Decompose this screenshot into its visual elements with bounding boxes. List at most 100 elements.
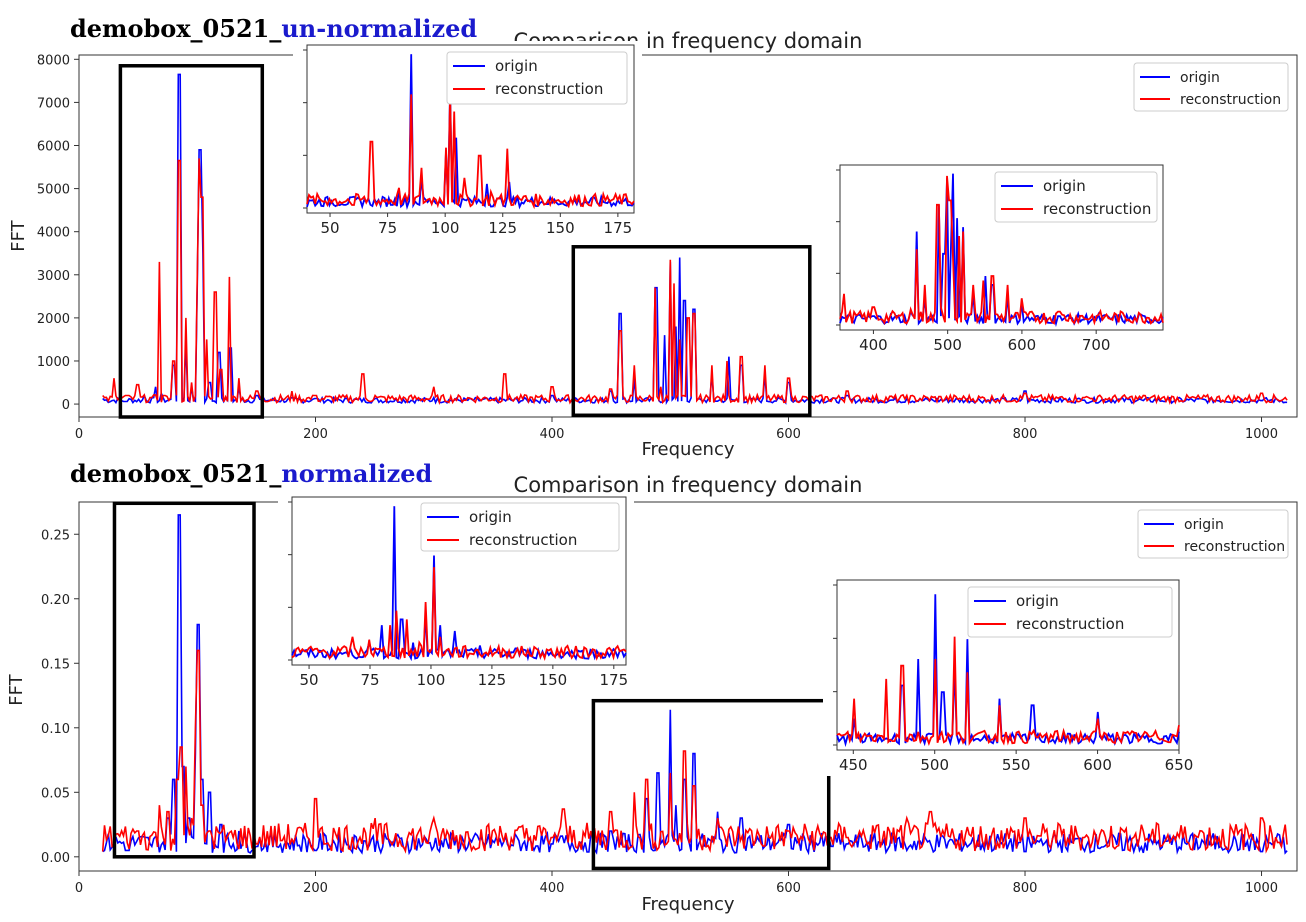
- y-tick-label: 0.10: [41, 722, 70, 737]
- inset-legend-label: reconstruction: [1043, 200, 1151, 218]
- legend-box: [1137, 509, 1289, 559]
- highlight-box: [591, 698, 831, 871]
- heading-bottom: demobox_0521_normalized: [70, 459, 432, 488]
- y-tick-label: 0.05: [41, 786, 70, 801]
- inset-series-line-reconstruction: [306, 93, 635, 210]
- inset-1: 50 75 100 125 150 175 origin reconstruction: [278, 493, 634, 691]
- x-tick-label: 200: [303, 427, 328, 442]
- x-tick-label: 600: [776, 881, 801, 896]
- x-tick-label: 400: [540, 881, 565, 896]
- inset-x-tick-label: 50: [300, 671, 319, 689]
- y-tick-label: 0: [62, 398, 70, 413]
- y-tick-label: 0.15: [41, 657, 70, 672]
- y-tick-label: 0.20: [41, 593, 70, 608]
- inset-x-tick-label: 500: [933, 336, 962, 354]
- x-tick-label: 200: [303, 881, 328, 896]
- inset-1: 50 75 100 125 150 175 origin reconstruction: [293, 41, 642, 239]
- x-tick-label: 1000: [1245, 881, 1278, 896]
- inset-x-tick-label: 75: [360, 671, 379, 689]
- y-tick-label: 0.25: [41, 528, 70, 543]
- inset-x-tick-label: 500: [920, 756, 949, 774]
- legend-label: origin: [1184, 517, 1224, 533]
- heading-bottom-prefix: demobox_0521_: [70, 459, 282, 488]
- x-axis-label: Frequency: [642, 439, 735, 460]
- legend-label: reconstruction: [1184, 539, 1285, 555]
- legend-label: origin: [1180, 70, 1220, 86]
- inset-x-tick-label: 125: [478, 671, 507, 689]
- inset-x-tick-label: 600: [1008, 336, 1037, 354]
- inset-legend-label: origin: [1043, 177, 1086, 195]
- highlight-box: [571, 245, 812, 418]
- inset-legend-label: origin: [495, 57, 538, 75]
- inset-legend-label: origin: [1016, 592, 1059, 610]
- inset-x-tick-label: 450: [839, 756, 868, 774]
- inset-legend-label: reconstruction: [495, 80, 603, 98]
- inset-x-tick-label: 175: [604, 219, 633, 237]
- inset-x-tick-label: 700: [1082, 336, 1111, 354]
- inset-x-tick-label: 650: [1165, 756, 1194, 774]
- plot-frame: [78, 501, 1298, 872]
- inset-x-tick-label: 550: [1002, 756, 1031, 774]
- y-axis-label: FFT: [6, 673, 27, 705]
- inset-2: 400 500 600 700 origin reconstruction: [826, 161, 1171, 356]
- highlight-box: [112, 501, 256, 859]
- inset-legend-label: reconstruction: [1016, 615, 1124, 633]
- x-tick-label: 600: [776, 427, 801, 442]
- y-tick-label: 6000: [37, 140, 70, 155]
- highlight-box: [118, 64, 265, 419]
- y-tick-label: 5000: [37, 183, 70, 198]
- x-tick-label: 800: [1013, 881, 1038, 896]
- inset-series-line-reconstruction: [839, 175, 1164, 326]
- inset-2: 450 500 550 600 650 origin reconstruction: [823, 576, 1193, 776]
- legend: origin reconstruction: [1133, 62, 1289, 112]
- inset-x-tick-label: 125: [488, 219, 517, 237]
- inset-x-tick-label: 150: [546, 219, 575, 237]
- legend-box: [1133, 62, 1289, 112]
- inset-legend: origin reconstruction: [994, 171, 1158, 223]
- y-tick-label: 0.00: [41, 851, 70, 866]
- inset-legend-label: reconstruction: [469, 531, 577, 549]
- inset-x-tick-label: 100: [417, 671, 446, 689]
- x-tick-label: 800: [1013, 427, 1038, 442]
- y-tick-label: 1000: [37, 355, 70, 370]
- inset-x-tick-label: 75: [378, 219, 397, 237]
- heading-top-prefix: demobox_0521_: [70, 14, 282, 43]
- y-axis-label: FFT: [8, 219, 29, 251]
- inset-series-line-reconstruction: [291, 567, 627, 662]
- x-tick-label: 1000: [1245, 427, 1278, 442]
- inset-legend: origin reconstruction: [967, 586, 1173, 638]
- inset-legend-box: [446, 51, 628, 105]
- y-tick-label: 8000: [37, 53, 70, 68]
- y-tick-label: 3000: [37, 269, 70, 284]
- inset-legend-box: [420, 502, 620, 552]
- inset-legend-box: [967, 586, 1173, 638]
- inset-legend-label: origin: [469, 508, 512, 526]
- x-tick-label: 0: [75, 881, 83, 896]
- heading-top: demobox_0521_un-normalized: [70, 14, 477, 43]
- chart-1: Comparison in frequency domainFrequencyF…: [8, 29, 1298, 460]
- series-line-reconstruction: [101, 649, 1288, 854]
- inset-x-tick-label: 50: [320, 219, 339, 237]
- inset-x-tick-label: 175: [599, 671, 628, 689]
- series-line-origin: [102, 514, 1288, 856]
- inset-legend: origin reconstruction: [446, 51, 628, 105]
- heading-bottom-suffix: normalized: [281, 459, 433, 488]
- x-tick-label: 0: [75, 427, 83, 442]
- series-line-reconstruction: [102, 158, 1288, 406]
- inset-x-tick-label: 400: [859, 336, 888, 354]
- legend: origin reconstruction: [1137, 509, 1289, 559]
- heading-top-suffix: un-normalized: [281, 14, 478, 43]
- x-axis-label: Frequency: [642, 894, 735, 915]
- inset-legend: origin reconstruction: [420, 502, 620, 552]
- inset-x-tick-label: 100: [431, 219, 460, 237]
- y-tick-label: 2000: [37, 312, 70, 327]
- inset-x-tick-label: 150: [539, 671, 568, 689]
- inset-legend-box: [994, 171, 1158, 223]
- chart-2: Comparison in frequency domainFrequencyF…: [6, 473, 1298, 915]
- inset-x-tick-label: 600: [1083, 756, 1112, 774]
- y-tick-label: 7000: [37, 96, 70, 111]
- legend-label: reconstruction: [1180, 92, 1281, 108]
- inset-series-line-reconstruction: [836, 636, 1180, 746]
